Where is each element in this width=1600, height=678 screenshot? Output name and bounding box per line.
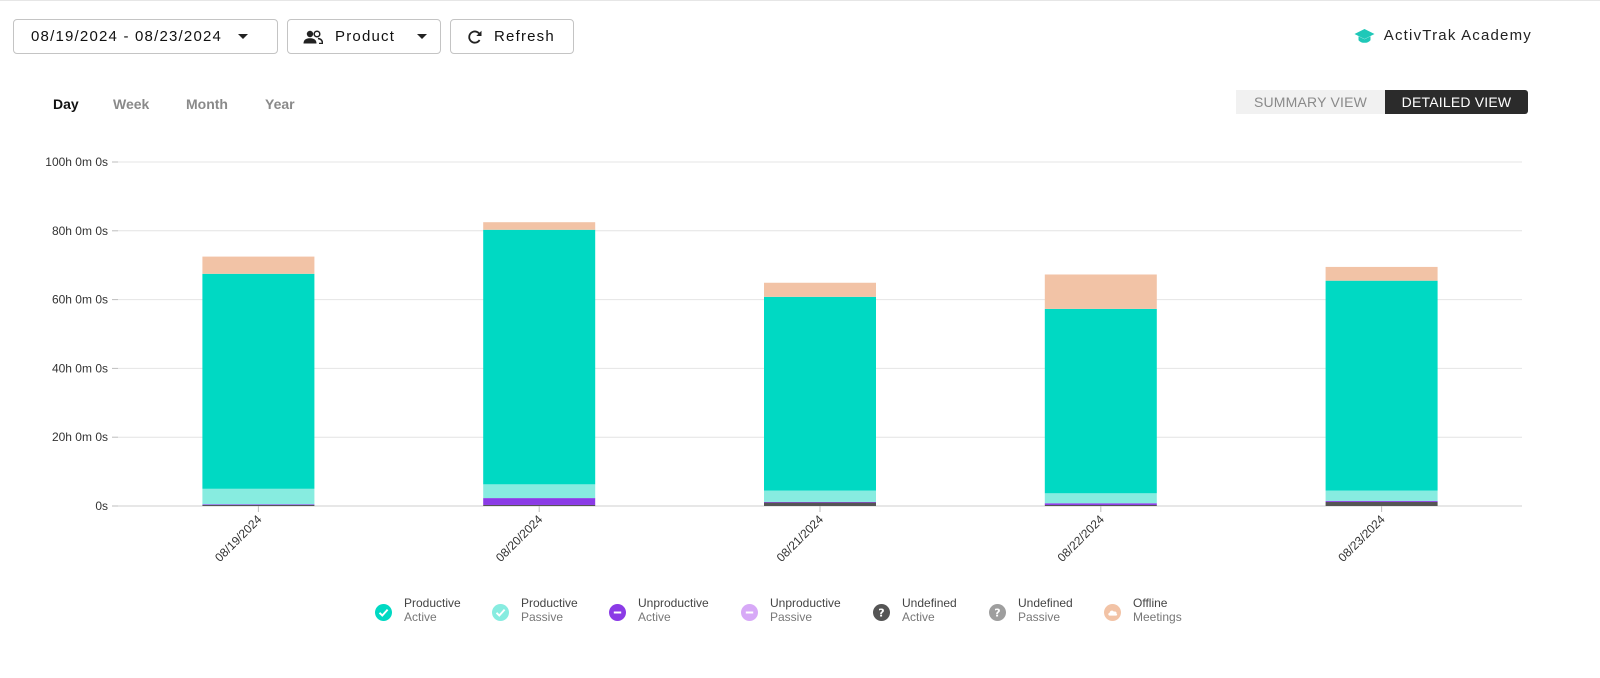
tab-week[interactable]: Week <box>113 96 150 112</box>
x-tick-label: 08/21/2024 <box>774 512 827 565</box>
detailed-view-button[interactable]: DETAILED VIEW <box>1385 90 1528 114</box>
bar-segment-productive-active[interactable] <box>1325 280 1438 491</box>
tab-day[interactable]: Day <box>53 96 79 112</box>
question-icon: ? <box>873 604 890 621</box>
legend-label: Unproductive Active <box>638 596 709 624</box>
users-icon <box>303 29 323 44</box>
refresh-icon <box>467 29 483 45</box>
refresh-button[interactable]: Refresh <box>450 19 574 54</box>
legend-label-line2: Active <box>638 610 671 624</box>
x-tick-label: 08/22/2024 <box>1055 512 1108 565</box>
y-tick-label: 80h 0m 0s <box>52 224 108 238</box>
svg-text:?: ? <box>994 607 1000 618</box>
legend-item-unproductive-passive[interactable]: Unproductive Passive <box>741 596 873 624</box>
bar-segment-undefined-active[interactable] <box>483 504 596 506</box>
legend-item-undefined-active[interactable]: ? Undefined Active <box>873 596 989 624</box>
bar-segment-offline-meetings[interactable] <box>483 222 596 230</box>
legend-label-line2: Passive <box>1018 610 1061 624</box>
period-tabs: Day Week Month Year <box>53 96 295 112</box>
y-tick-label: 20h 0m 0s <box>52 430 108 444</box>
legend-label-line1: Unproductive <box>638 596 709 610</box>
legend-item-productive-active[interactable]: Productive Active <box>375 596 492 624</box>
productivity-chart: 0s 20h 0m 0s 40h 0m 0s 60h 0m 0s 80h 0m 0s 10… <box>45 155 1522 565</box>
date-range-label: 08/19/2024 - 08/23/2024 <box>31 28 223 45</box>
bar-segment-undefined-active[interactable] <box>764 502 876 506</box>
y-tick-label: 40h 0m 0s <box>52 361 108 375</box>
bar-segment-offline-meetings[interactable] <box>1044 274 1157 309</box>
bar-segment-productive-active[interactable] <box>1044 308 1157 494</box>
legend-label-line2: Meetings <box>1133 610 1182 624</box>
tab-year[interactable]: Year <box>265 96 295 112</box>
legend-label-line2: Active <box>404 610 437 624</box>
summary-view-button[interactable]: SUMMARY VIEW <box>1236 90 1385 114</box>
y-tick-label: 60h 0m 0s <box>52 293 108 307</box>
bar-segment-productive-passive[interactable] <box>1325 490 1438 501</box>
legend-label-line1: Offline <box>1133 596 1168 610</box>
toolbar: 08/19/2024 - 08/23/2024 Product Refresh <box>13 19 574 54</box>
bar-segment-productive-passive[interactable] <box>1044 493 1157 504</box>
legend-item-undefined-passive[interactable]: ? Undefined Passive <box>989 596 1104 624</box>
group-filter-label: Product <box>335 28 396 45</box>
bar-segment-unproductive-active[interactable] <box>764 501 876 503</box>
legend-label-line1: Undefined <box>902 596 957 610</box>
check-icon <box>492 604 509 621</box>
bar-segment-undefined-active[interactable] <box>202 504 315 506</box>
legend-item-unproductive-active[interactable]: Unproductive Active <box>609 596 741 624</box>
bar-segment-productive-active[interactable] <box>764 296 876 491</box>
bar-segment-productive-active[interactable] <box>483 229 596 485</box>
tab-month[interactable]: Month <box>186 96 228 112</box>
minus-icon <box>741 604 758 621</box>
graduation-cap-icon <box>1354 28 1375 44</box>
legend-label-line1: Productive <box>521 596 578 610</box>
bar-segment-offline-meetings[interactable] <box>1325 266 1438 281</box>
check-icon <box>375 604 392 621</box>
bar-segment-unproductive-active[interactable] <box>1325 500 1438 502</box>
x-tick-label: 08/20/2024 <box>493 512 546 565</box>
chevron-down-icon <box>238 34 249 39</box>
bar-segment-unproductive-active[interactable] <box>202 504 315 505</box>
legend-label-line2: Passive <box>521 610 564 624</box>
group-filter-dropdown[interactable]: Product <box>287 19 441 54</box>
legend-label: Undefined Passive <box>1018 596 1073 624</box>
legend-label: Undefined Active <box>902 596 957 624</box>
academy-label: ActivTrak Academy <box>1383 27 1532 44</box>
y-tick-label: 0s <box>95 499 108 513</box>
cloud-icon <box>1104 604 1121 621</box>
legend-label: Offline Meetings <box>1133 596 1182 624</box>
y-tick-label: 100h 0m 0s <box>45 155 108 169</box>
x-tick-label: 08/23/2024 <box>1335 512 1388 565</box>
legend-label-line2: Passive <box>770 610 813 624</box>
question-icon: ? <box>989 604 1006 621</box>
bar-segment-offline-meetings[interactable] <box>202 256 315 274</box>
legend-label: Unproductive Passive <box>770 596 841 624</box>
legend-label-line1: Unproductive <box>770 596 841 610</box>
bar-segment-unproductive-active[interactable] <box>483 498 596 505</box>
top-divider <box>0 0 1600 1</box>
chart-legend: Productive Active Productive Passive Unprodu… <box>375 596 1194 624</box>
svg-text:?: ? <box>878 607 884 618</box>
view-toggle: SUMMARY VIEW DETAILED VIEW <box>1236 90 1528 114</box>
bar-segment-undefined-active[interactable] <box>1044 504 1157 506</box>
refresh-label: Refresh <box>494 28 555 45</box>
bar-segment-productive-passive[interactable] <box>483 484 596 499</box>
legend-label-line2: Active <box>902 610 935 624</box>
academy-link[interactable]: ActivTrak Academy <box>1354 27 1532 44</box>
bar-segment-undefined-active[interactable] <box>1325 501 1438 506</box>
minus-icon <box>609 604 626 621</box>
legend-label: Productive Active <box>404 596 461 624</box>
bar-segment-offline-meetings[interactable] <box>764 282 876 297</box>
x-tick-label: 08/19/2024 <box>212 512 265 565</box>
chevron-down-icon <box>417 34 428 39</box>
bar-segment-unproductive-active[interactable] <box>1044 503 1157 505</box>
legend-label-line1: Undefined <box>1018 596 1073 610</box>
bar-segment-productive-active[interactable] <box>202 273 315 489</box>
bar-segment-productive-passive[interactable] <box>202 488 315 505</box>
legend-label: Productive Passive <box>521 596 578 624</box>
date-range-picker[interactable]: 08/19/2024 - 08/23/2024 <box>13 19 278 54</box>
legend-item-offline-meetings[interactable]: Offline Meetings <box>1104 596 1194 624</box>
bar-segment-productive-passive[interactable] <box>764 490 876 502</box>
legend-item-productive-passive[interactable]: Productive Passive <box>492 596 609 624</box>
legend-label-line1: Productive <box>404 596 461 610</box>
